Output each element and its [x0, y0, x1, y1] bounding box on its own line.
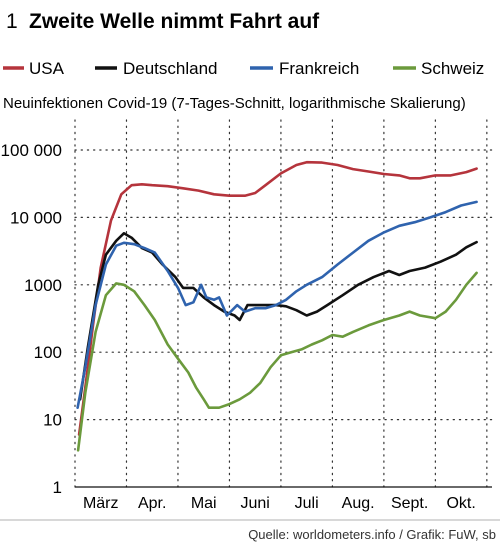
legend-label-frankreich: Frankreich — [279, 59, 359, 78]
chart-subtitle: Neuinfektionen Covid-19 (7-Tages-Schnitt… — [3, 95, 466, 112]
x-axis: März Apr. Mai Juni Juli Aug. Sept. Okt. — [75, 486, 492, 512]
x-tick-label: Mai — [191, 495, 217, 512]
legend-label-deutschland: Deutschland — [123, 59, 218, 78]
x-tick-label: Okt. — [446, 495, 475, 512]
chart-number: 1 — [6, 10, 18, 33]
x-tick-label: Juni — [241, 495, 270, 512]
y-tick-label: 1 — [53, 478, 62, 497]
y-tick-label: 1000 — [24, 276, 62, 295]
y-axis: 1 10 100 1000 10 000 100 000 — [1, 141, 62, 497]
legend: USA Deutschland Frankreich Schweiz — [3, 59, 484, 78]
x-tick-label: Sept. — [391, 495, 428, 512]
series-line-deutschland — [78, 232, 478, 401]
y-tick-label: 10 — [43, 411, 62, 430]
series-lines — [76, 160, 478, 452]
y-tick-label: 100 000 — [1, 141, 62, 160]
x-tick-label: Juli — [295, 495, 319, 512]
series-line-frankreich — [76, 200, 478, 409]
legend-label-usa: USA — [29, 59, 65, 78]
series-line-usa — [77, 160, 478, 436]
y-tick-label: 100 — [34, 343, 62, 362]
x-tick-label: Apr. — [138, 495, 166, 512]
chart-title: Zweite Welle nimmt Fahrt auf — [29, 10, 320, 33]
x-tick-label: Aug. — [342, 495, 375, 512]
x-tick-label: März — [83, 495, 119, 512]
series-line-schweiz — [76, 271, 478, 452]
source-text: Quelle: worldometers.info / Grafik: FuW,… — [248, 527, 496, 542]
y-tick-label: 10 000 — [10, 208, 62, 227]
grid — [74, 119, 493, 488]
legend-label-schweiz: Schweiz — [421, 59, 484, 78]
